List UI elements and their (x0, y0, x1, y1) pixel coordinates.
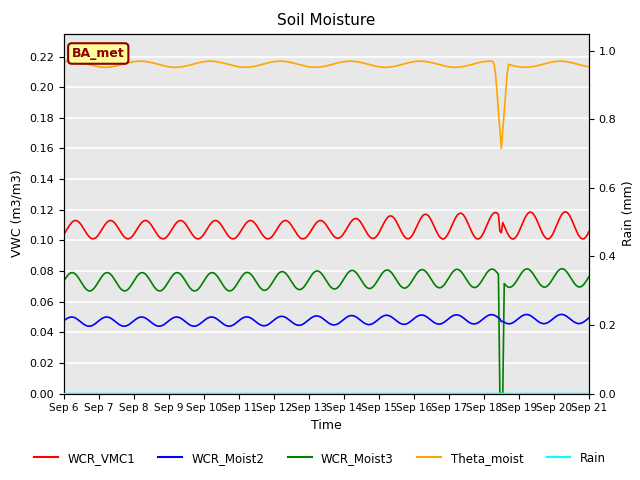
Y-axis label: Rain (mm): Rain (mm) (622, 181, 635, 246)
Legend: WCR_VMC1, WCR_Moist2, WCR_Moist3, Theta_moist, Rain: WCR_VMC1, WCR_Moist2, WCR_Moist3, Theta_… (29, 447, 611, 469)
X-axis label: Time: Time (311, 419, 342, 432)
Title: Soil Moisture: Soil Moisture (277, 13, 376, 28)
Text: BA_met: BA_met (72, 47, 125, 60)
Y-axis label: VWC (m3/m3): VWC (m3/m3) (11, 170, 24, 257)
